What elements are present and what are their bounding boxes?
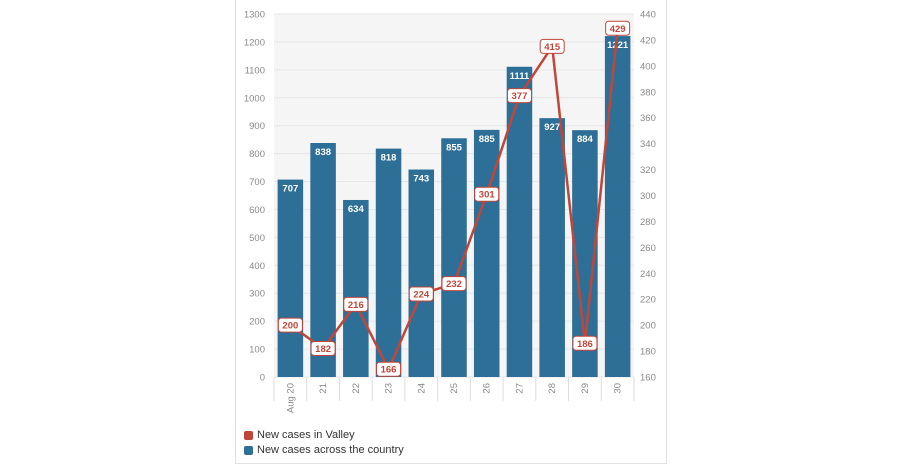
line-data-label: 166	[381, 365, 397, 376]
legend: New cases in Valley New cases across the…	[244, 428, 404, 458]
line-data-label: 301	[479, 190, 496, 201]
bar-data-label: 838	[315, 147, 331, 158]
right-axis-tick-label: 300	[640, 191, 656, 202]
line-point-marker[interactable]	[376, 361, 402, 377]
x-axis-tick-label: 27	[514, 383, 525, 394]
x-axis-tick-label: 29	[580, 383, 591, 394]
legend-swatch-country	[244, 445, 253, 455]
line-point-marker[interactable]	[539, 38, 565, 54]
bar[interactable]	[506, 66, 533, 378]
left-axis-tick-label: 1300	[244, 10, 265, 21]
left-axis-tick-label: 700	[249, 177, 265, 188]
right-axis-tick-label: 180	[640, 347, 656, 358]
line-data-label: 200	[282, 321, 298, 332]
bar-data-label: 884	[577, 134, 594, 145]
x-axis-tick-label: 28	[547, 383, 558, 394]
bar-data-label: 855	[446, 142, 463, 153]
bar-data-label: 743	[413, 174, 429, 185]
line-point-marker[interactable]	[310, 340, 336, 356]
bar-data-label: 885	[479, 134, 496, 145]
legend-label-valley: New cases in Valley	[257, 429, 355, 441]
legend-item-country[interactable]: New cases across the country	[244, 443, 404, 457]
right-axis-tick-label: 200	[640, 321, 656, 332]
right-axis-tick-label: 360	[640, 113, 656, 124]
left-axis-tick-label: 500	[249, 233, 265, 244]
right-axis-tick-label: 280	[640, 217, 656, 228]
x-axis-tick-label: 21	[318, 383, 329, 394]
line-data-label: 182	[315, 344, 331, 355]
bar-data-label: 1111	[510, 71, 530, 82]
right-axis-tick-label: 220	[640, 295, 656, 306]
right-axis-tick-label: 340	[640, 139, 656, 150]
line-data-label: 216	[348, 300, 364, 311]
line-point-marker[interactable]	[605, 20, 631, 36]
bar-data-label: 634	[348, 204, 365, 215]
x-axis-tick-label: 26	[482, 383, 493, 394]
line-point-marker[interactable]	[277, 317, 303, 333]
left-axis-tick-label: 100	[249, 345, 265, 356]
bar[interactable]	[604, 36, 631, 377]
line-data-label: 186	[577, 339, 593, 350]
right-axis-tick-label: 320	[640, 165, 656, 176]
bar[interactable]	[375, 148, 402, 377]
left-axis-tick-label: 400	[249, 261, 265, 272]
line-point-marker[interactable]	[572, 335, 598, 351]
left-axis-tick-label: 800	[249, 149, 265, 160]
bar-data-label: 818	[381, 153, 397, 164]
left-axis-tick-label: 200	[249, 317, 265, 328]
line-data-label: 429	[610, 24, 626, 35]
left-axis-tick-label: 0	[260, 373, 265, 384]
right-axis-tick-label: 420	[640, 35, 656, 46]
line-data-label: 232	[446, 279, 462, 290]
bar-data-label: 927	[544, 122, 560, 133]
left-axis-tick-label: 600	[249, 205, 265, 216]
line-point-marker[interactable]	[506, 88, 532, 104]
right-axis-tick-label: 260	[640, 243, 656, 254]
x-axis-tick-label: 22	[351, 383, 362, 394]
right-axis-tick-label: 440	[640, 10, 656, 21]
line-point-marker[interactable]	[441, 276, 467, 292]
x-axis-tick-label: Aug 20	[285, 383, 296, 413]
line-data-label: 224	[413, 290, 430, 301]
line-data-label: 377	[512, 91, 528, 102]
line-point-marker[interactable]	[474, 186, 500, 202]
bar[interactable]	[277, 179, 304, 377]
x-axis-tick-label: 24	[416, 383, 427, 394]
right-axis-tick-label: 240	[640, 269, 656, 280]
right-axis-tick-label: 380	[640, 87, 656, 98]
legend-item-valley[interactable]: New cases in Valley	[244, 428, 404, 442]
x-axis-tick-label: 23	[384, 383, 395, 394]
bar-data-label: 1221	[607, 40, 629, 51]
left-axis-tick-label: 300	[249, 289, 265, 300]
left-axis-tick-label: 1000	[244, 93, 265, 104]
right-axis-tick-label: 160	[640, 373, 656, 384]
x-axis-tick-label: 25	[449, 383, 460, 394]
bar[interactable]	[343, 199, 369, 377]
line-point-marker[interactable]	[343, 296, 369, 312]
legend-label-country: New cases across the country	[257, 444, 404, 456]
bar[interactable]	[408, 169, 435, 377]
left-axis-tick-label: 1200	[244, 37, 265, 48]
right-axis-tick-label: 400	[640, 61, 656, 72]
line-data-label: 415	[544, 42, 561, 53]
line-point-marker[interactable]	[408, 286, 434, 302]
left-axis-tick-label: 900	[249, 121, 265, 132]
legend-swatch-valley	[244, 430, 253, 440]
bar[interactable]	[539, 118, 565, 377]
bar-data-label: 707	[282, 184, 298, 195]
x-axis-tick-label: 30	[613, 383, 624, 394]
left-axis-tick-label: 1100	[245, 65, 265, 76]
